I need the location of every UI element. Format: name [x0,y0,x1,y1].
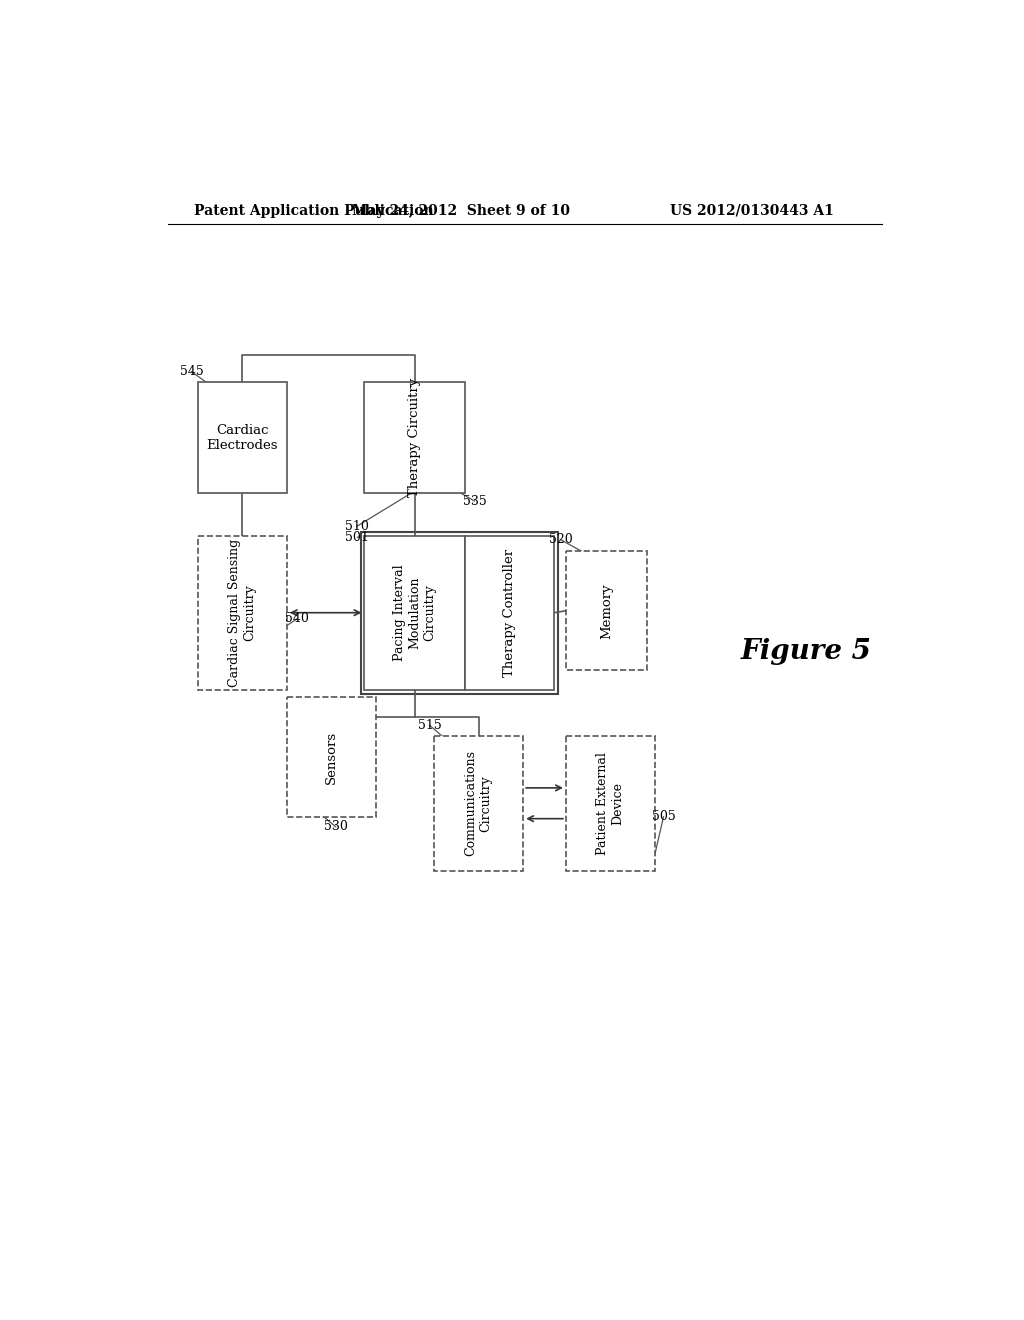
Bar [198,536,287,689]
Text: 505: 505 [651,810,676,824]
Text: Therapy Circuitry: Therapy Circuitry [409,378,421,498]
Text: 545: 545 [179,366,204,379]
Text: 530: 530 [324,820,347,833]
Text: Sensors: Sensors [325,730,338,784]
Text: 515: 515 [418,718,441,731]
Bar [287,697,376,817]
Text: Cardiac Signal Sensing
Circuitry: Cardiac Signal Sensing Circuitry [228,539,256,686]
Bar [365,536,465,689]
Bar [434,737,523,871]
Text: Pacing Interval
Modulation
Circuitry: Pacing Interval Modulation Circuitry [393,565,436,661]
Text: 501: 501 [345,531,370,544]
Text: 510: 510 [345,520,369,533]
Bar [566,737,655,871]
Text: May 24, 2012  Sheet 9 of 10: May 24, 2012 Sheet 9 of 10 [352,203,570,218]
Text: Therapy Controller: Therapy Controller [503,549,516,677]
Text: Figure 5: Figure 5 [740,638,871,665]
Text: Cardiac
Electrodes: Cardiac Electrodes [207,424,279,451]
Text: Memory: Memory [600,583,613,639]
Bar [198,381,287,494]
Bar [465,536,554,689]
Text: Communications
Circuitry: Communications Circuitry [465,750,493,857]
Text: 535: 535 [463,495,486,508]
Text: 540: 540 [285,612,309,626]
Bar [365,381,465,494]
Text: 520: 520 [549,533,572,546]
Bar [360,532,558,693]
Text: Patient External
Device: Patient External Device [596,752,625,855]
Text: Patent Application Publication: Patent Application Publication [194,203,433,218]
Text: US 2012/0130443 A1: US 2012/0130443 A1 [671,203,835,218]
Bar [566,552,647,671]
